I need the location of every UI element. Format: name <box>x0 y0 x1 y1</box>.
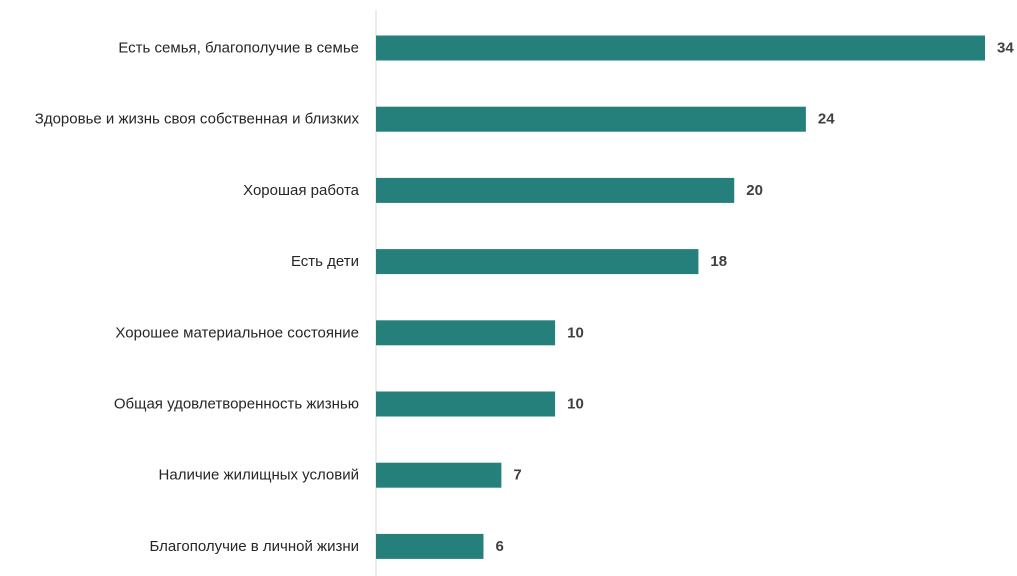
bar <box>376 177 735 203</box>
category-label: Есть дети <box>291 253 359 270</box>
category-label: Здоровье и жизнь своя собственная и близ… <box>35 111 360 128</box>
category-label: Хорошее материальное состояние <box>115 324 359 341</box>
bar <box>376 391 556 417</box>
bar <box>376 106 806 132</box>
bar <box>376 533 484 559</box>
category-label: Общая удовлетворенность жизнью <box>114 396 359 413</box>
bar <box>376 320 556 346</box>
data-label: 6 <box>495 538 503 555</box>
category-label: Хорошая работа <box>243 182 360 199</box>
data-label: 7 <box>513 467 521 484</box>
category-label: Наличие жилищных условий <box>159 467 359 484</box>
data-label: 10 <box>567 324 584 341</box>
data-label: 24 <box>818 111 835 128</box>
bar <box>376 35 985 61</box>
data-label: 20 <box>746 182 763 199</box>
data-label: 10 <box>567 396 584 413</box>
category-label: Есть семья, благополучие в семье <box>118 40 359 57</box>
category-label: Благополучие в личной жизни <box>149 538 359 555</box>
value-labels: 34 24 20 18 10 10 7 6 <box>495 40 1014 555</box>
category-labels: Есть семья, благополучие в семье Здоровье… <box>35 40 360 555</box>
bars-group <box>376 35 985 559</box>
data-label: 18 <box>710 253 727 270</box>
data-label: 34 <box>997 40 1014 57</box>
bar <box>376 462 502 488</box>
bar <box>376 249 699 275</box>
